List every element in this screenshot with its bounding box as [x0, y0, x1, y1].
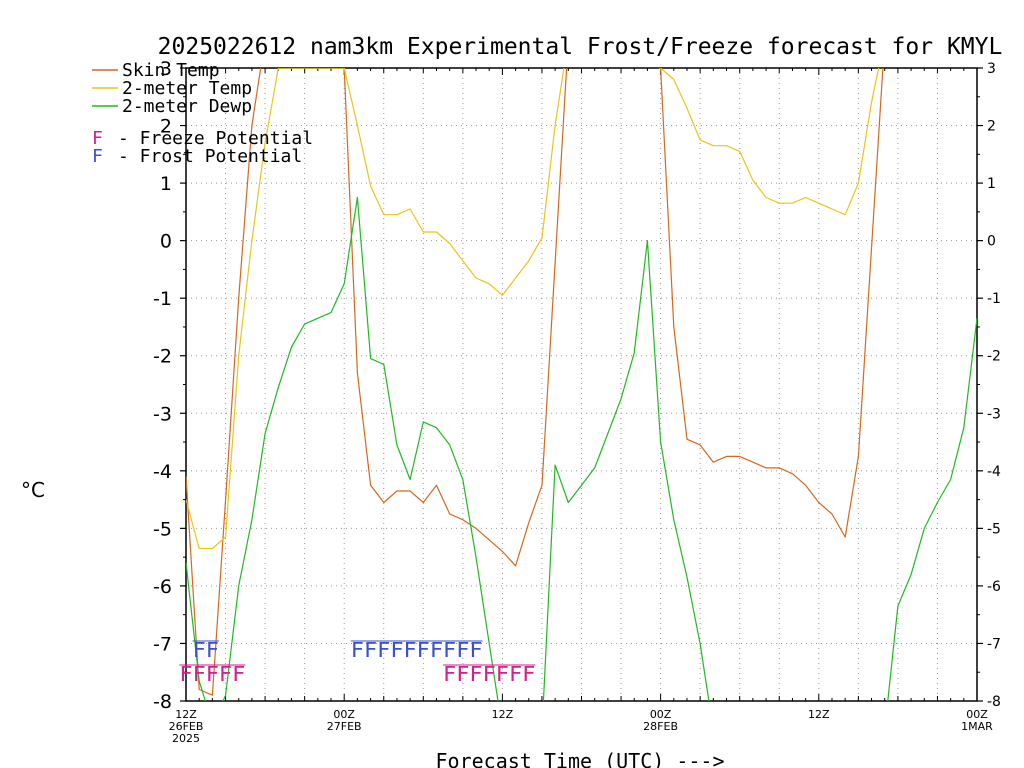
chart-title: 2025022612 nam3km Experimental Frost/Fre… [158, 34, 1003, 60]
series-line-2-meter-dewp [186, 196, 977, 701]
x-axis-label: Forecast Time (UTC) ---> [436, 749, 725, 768]
y-tick-label-right: 2 [987, 119, 996, 135]
y-tick-label-right: -3 [987, 406, 1001, 422]
y-tick-label-right: 3 [987, 61, 996, 77]
y-tick-label-right: -7 [987, 636, 1001, 652]
y-tick-label-left: 2 [160, 116, 172, 138]
legend-freeze-label: - Freeze Potential [118, 128, 313, 149]
legend-frost-letter: F [92, 146, 103, 167]
legend-dewp-label: 2-meter Dewp [122, 96, 252, 117]
series-line-skin-temp [186, 68, 884, 696]
y-axis-label: °C [21, 478, 45, 502]
legend-skin-label: Skin Temp [122, 60, 220, 81]
y-tick-label-right: 1 [987, 176, 996, 192]
x-tick-label: 26FEB [169, 720, 204, 733]
series-layer [186, 68, 977, 701]
x-tick-label: 12Z [808, 708, 830, 721]
y-tick-label-right: -4 [987, 464, 1001, 480]
y-tick-label-left: 3 [160, 58, 172, 80]
y-tick-label-left: -8 [153, 691, 172, 713]
x-tick-label: 00Z [333, 708, 355, 721]
x-tick-label: 12Z [492, 708, 514, 721]
legend-freeze-letter: F [92, 128, 103, 149]
frost-mark: FF [193, 638, 219, 662]
x-tick-label: 1MAR [961, 720, 993, 733]
x-tick-label: 00Z [650, 708, 672, 721]
y-axis-left: -8 -7 -6 -5 -4 -3 -2 -1 0 1 2 3 [153, 58, 186, 713]
y-tick-label-left: -1 [153, 288, 172, 310]
y-tick-label-left: 1 [160, 173, 172, 195]
y-tick-label-right: -2 [987, 349, 1001, 365]
y-tick-label-right: -5 [987, 521, 1001, 537]
x-tick-label: 12Z [175, 708, 197, 721]
x-tick-label: 27FEB [327, 720, 362, 733]
x-tick-label: 00Z [966, 708, 988, 721]
y-tick-label-left: 0 [160, 231, 172, 253]
y-tick-label-left: -2 [153, 346, 172, 368]
y-tick-label-left: -4 [153, 461, 172, 483]
legend-frost-label: - Frost Potential [118, 146, 302, 167]
freeze-mark: FFFFFFF [443, 662, 535, 686]
freeze-mark: FFFFF [179, 662, 245, 686]
y-tick-label-right: -1 [987, 291, 1001, 307]
y-tick-label-left: -3 [153, 403, 172, 425]
y-tick-label-left: -6 [153, 576, 172, 598]
legend: Skin Temp 2-meter Temp 2-meter Dewp F - … [92, 60, 313, 167]
plot-frame [185, 67, 978, 702]
legend-t2m-label: 2-meter Temp [122, 78, 252, 99]
x-tick-label: 28FEB [643, 720, 678, 733]
y-tick-label-right: 0 [987, 234, 996, 250]
grid-lines [186, 68, 977, 701]
y-tick-label-left: -7 [153, 633, 172, 655]
y-tick-label-right: -8 [987, 694, 1001, 710]
x-tick-label: 2025 [172, 732, 200, 745]
frost-mark: FFFFFFFFFF [351, 638, 483, 662]
y-axis-right: -8 -7 -6 -5 -4 -3 -2 -1 0 1 2 3 [977, 61, 1001, 710]
series-line-2-meter-temp [186, 68, 880, 550]
y-tick-label-left: -5 [153, 518, 172, 540]
y-tick-label-right: -6 [987, 579, 1001, 595]
